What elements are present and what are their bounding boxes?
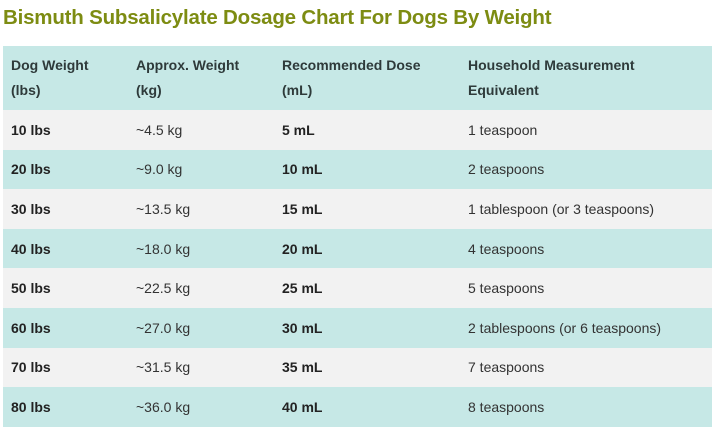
table-row: 50 lbs ~22.5 kg 25 mL 5 teaspoons [3,268,712,308]
table-cell: ~4.5 kg [128,110,274,150]
table-row: 70 lbs ~31.5 kg 35 mL 7 teaspoons [3,347,712,388]
table-row: 60 lbs ~27.0 kg 30 mL 2 tablespoons (or 6 t… [3,307,712,348]
table-cell: 1 tablespoon (or 3 teaspoons) [460,189,712,229]
table-row: 10 lbs ~4.5 kg 5 mL 1 teaspoon [3,110,712,150]
table-cell: 2 teaspoons [460,149,712,190]
table-cell: ~27.0 kg [128,307,274,348]
table-cell: 25 mL [274,268,460,308]
table-body: 10 lbs ~4.5 kg 5 mL 1 teaspoon 20 lbs ~9.0 kg… [3,110,712,427]
table-row: 80 lbs ~36.0 kg 40 mL 8 teaspoons [3,387,712,427]
table-cell: 40 lbs [3,228,128,269]
column-header: Approx. Weight (kg) [128,46,274,110]
table-cell: 5 mL [274,110,460,150]
table-row: 20 lbs ~9.0 kg 10 mL 2 teaspoons [3,149,712,190]
title: Bismuth Subsalicylate Dosage Chart For D… [3,6,552,29]
table-cell: 60 lbs [3,307,128,348]
column-header: Dog Weight (lbs) [3,46,128,110]
table-cell: 7 teaspoons [460,347,712,388]
table-cell: ~36.0 kg [128,387,274,427]
table-row: 40 lbs ~18.0 kg 20 mL 4 teaspoons [3,228,712,269]
table-cell: ~22.5 kg [128,268,274,308]
table-cell: 70 lbs [3,347,128,388]
header-row: Dog Weight (lbs) Approx. Weight (kg) Recom… [3,46,712,110]
table-header: Dog Weight (lbs) Approx. Weight (kg) Recom… [3,46,712,110]
table-cell: ~13.5 kg [128,189,274,229]
table-cell: 5 teaspoons [460,268,712,308]
table-cell: 10 mL [274,149,460,190]
table-cell: ~31.5 kg [128,347,274,388]
column-header: Recommended Dose (mL) [274,46,460,110]
table-cell: 20 mL [274,228,460,269]
dosage-table: Dog Weight (lbs) Approx. Weight (kg) Recom… [3,46,712,427]
table-cell: 8 teaspoons [460,387,712,427]
table-cell: 1 teaspoon [460,110,712,150]
table-cell: 40 mL [274,387,460,427]
table-cell: 20 lbs [3,149,128,190]
table-cell: 4 teaspoons [460,228,712,269]
table-cell: 30 mL [274,307,460,348]
table-cell: 35 mL [274,347,460,388]
table-cell: 80 lbs [3,387,128,427]
table-cell: 30 lbs [3,189,128,229]
table-cell: 10 lbs [3,110,128,150]
table-row: 30 lbs ~13.5 kg 15 mL 1 tablespoon (or 3 te… [3,189,712,229]
table-cell: ~9.0 kg [128,149,274,190]
table-cell: 2 tablespoons (or 6 teaspoons) [460,307,712,348]
table-cell: 15 mL [274,189,460,229]
table-cell: ~18.0 kg [128,228,274,269]
column-header: Household Measurement Equivalent [460,46,712,110]
table-cell: 50 lbs [3,268,128,308]
